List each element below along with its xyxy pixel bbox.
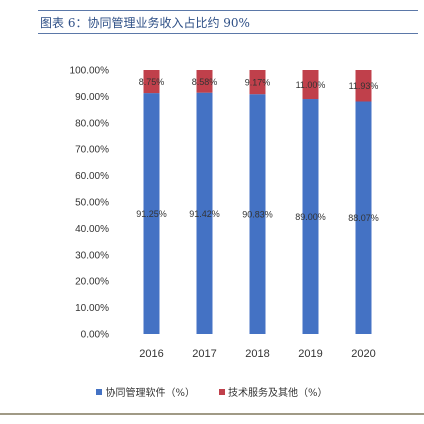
bar-segment-primary: [143, 93, 160, 334]
legend-swatch-secondary: [219, 388, 225, 395]
y-tick-label: 0.00%: [81, 330, 109, 341]
data-label: 89.00%: [295, 212, 326, 222]
x-tick-label: 2017: [192, 348, 216, 360]
y-tick-label: 70.00%: [75, 145, 109, 156]
y-tick-label: 40.00%: [75, 224, 109, 235]
x-tick-label: 2020: [351, 348, 375, 360]
data-label: 91.25%: [136, 209, 167, 219]
bar-segment-primary: [355, 101, 372, 334]
data-label: 11.00%: [296, 80, 326, 90]
bottom-divider: [0, 413, 424, 415]
data-label: 8.58%: [192, 77, 218, 87]
stacked-bar-chart: 0.00% 10.00% 20.00% 30.00% 40.00% 50.00% 60.00…: [70, 66, 379, 361]
bar-segment-primary: [249, 94, 266, 334]
data-label: 11.93%: [349, 81, 379, 91]
legend-swatch-primary: [96, 388, 103, 395]
y-tick-label: 50.00%: [75, 198, 109, 209]
legend-label-secondary: 技术服务及其他（%）: [228, 388, 328, 399]
legend-item-primary: 协同管理软件（%）: [96, 384, 195, 399]
y-tick-label: 80.00%: [75, 118, 109, 129]
y-tick-label: 10.00%: [75, 303, 109, 314]
chart-area: 0.00% 10.00% 20.00% 30.00% 40.00% 50.00% 60.00…: [45, 42, 415, 402]
chart-legend: 协同管理软件（%） 技术服务及其他（%）: [0, 384, 424, 399]
data-label: 9.17%: [245, 78, 271, 88]
data-label: 90.83%: [242, 210, 273, 220]
bar-segment-primary: [302, 99, 319, 334]
y-tick-label: 60.00%: [75, 171, 109, 182]
chart-title-bar: 图表 6：协同管理业务收入占比约 90%: [38, 10, 418, 34]
data-label: 8.75%: [139, 77, 165, 87]
data-label: 88.07%: [348, 213, 379, 223]
y-tick-label: 30.00%: [75, 250, 109, 261]
bar-segment-secondary: [355, 70, 372, 102]
y-tick-label: 20.00%: [75, 277, 109, 288]
y-tick-label: 100.00%: [70, 66, 110, 77]
bar-segment-secondary: [196, 70, 213, 93]
bar-segment-secondary: [302, 70, 319, 100]
data-label: 91.42%: [189, 209, 220, 219]
x-tick-label: 2018: [245, 348, 269, 360]
bar-segment-primary: [196, 92, 213, 334]
x-tick-label: 2016: [139, 348, 163, 360]
bar-segment-secondary: [249, 70, 266, 95]
bar-segment-secondary: [143, 70, 160, 94]
x-tick-label: 2019: [298, 348, 322, 360]
legend-label-primary: 协同管理软件（%）: [105, 388, 195, 399]
legend-item-secondary: 技术服务及其他（%）: [219, 384, 328, 399]
y-tick-label: 90.00%: [75, 92, 109, 103]
chart-title: 图表 6：协同管理业务收入占比约 90%: [40, 15, 250, 30]
